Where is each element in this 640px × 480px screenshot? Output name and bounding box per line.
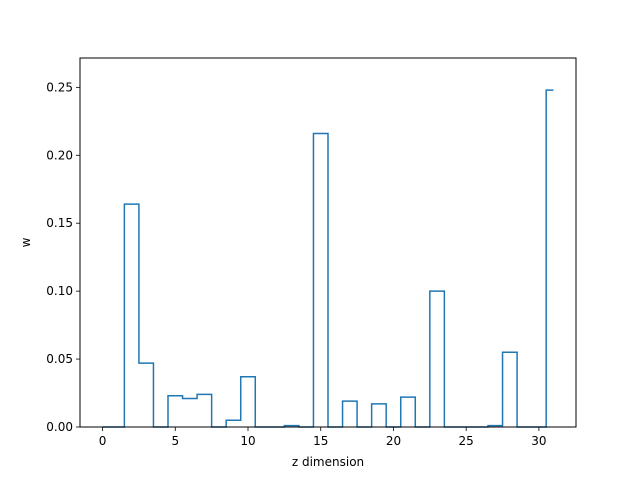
y-tick-label: 0.15 (46, 216, 73, 230)
y-tick-label: 0.20 (46, 148, 73, 162)
x-tick-label: 10 (240, 434, 255, 448)
x-tick-label: 30 (531, 434, 546, 448)
x-axis-ticks: 0 5 10 15 20 25 30 (99, 427, 547, 448)
y-tick-label: 0.25 (46, 80, 73, 94)
x-axis-label: z dimension (292, 455, 364, 469)
x-tick-label: 5 (171, 434, 179, 448)
y-axis-label: w (19, 237, 33, 247)
axes-frame (79, 57, 577, 428)
x-tick-label: 25 (459, 434, 474, 448)
x-tick-label: 15 (313, 434, 328, 448)
y-tick-label: 0.05 (46, 352, 73, 366)
y-axis-ticks: 0.00 0.05 0.10 0.15 0.20 0.25 (46, 80, 80, 434)
y-tick-label: 0.10 (46, 284, 73, 298)
y-tick-label: 0.00 (46, 420, 73, 434)
x-tick-label: 0 (99, 434, 107, 448)
x-tick-label: 20 (386, 434, 401, 448)
